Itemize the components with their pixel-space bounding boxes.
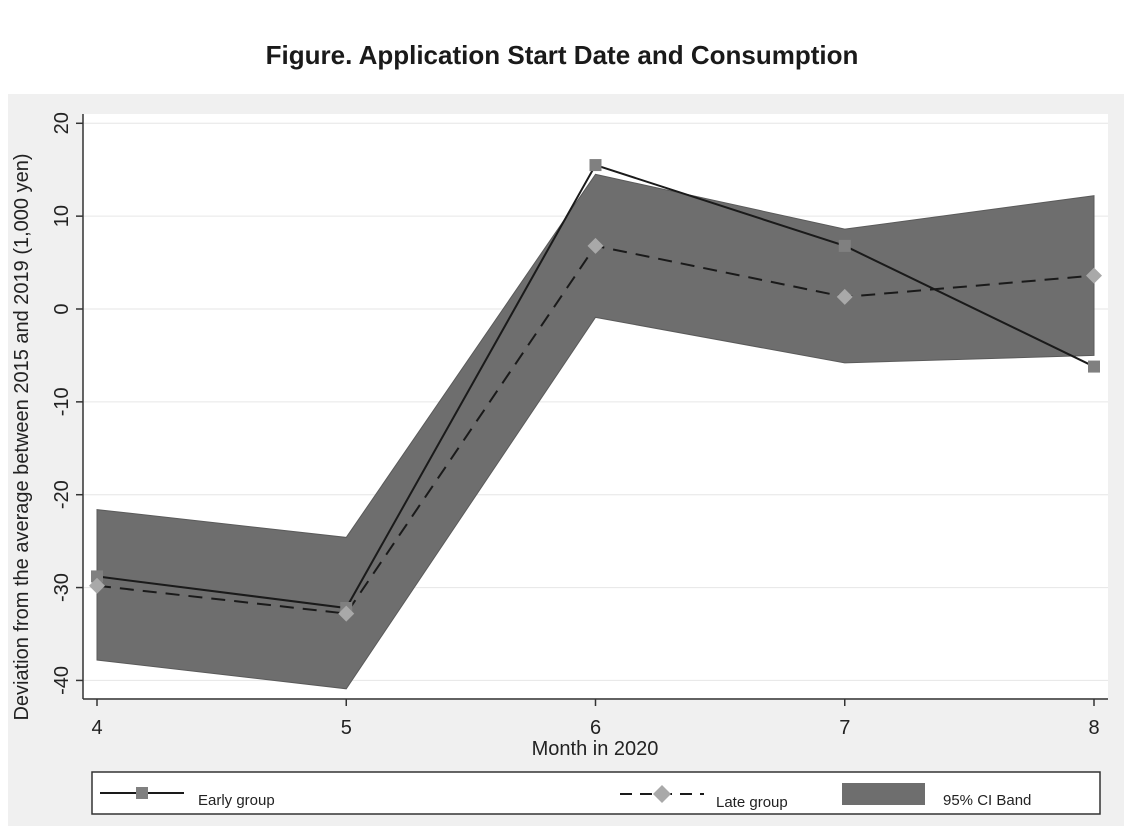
late-group-point — [338, 605, 355, 622]
x-tick-label: 4 — [91, 717, 102, 739]
y-tick-label: -30 — [51, 573, 73, 602]
y-tick-label: 10 — [51, 205, 73, 227]
legend: Early group Late group 95% CI Band — [91, 771, 1101, 815]
legend-late-marker — [653, 785, 671, 803]
early-group-point — [1088, 360, 1100, 373]
x-tick-label: 7 — [839, 717, 850, 739]
legend-late-label: Late group — [716, 794, 788, 811]
chart-container: 20 10 0 -10 -20 -30 -40 4 5 6 7 8 Month in 2020 De… — [8, 94, 1124, 826]
legend-early-marker — [136, 787, 148, 799]
early-group-point — [838, 239, 851, 252]
legend-band-swatch — [842, 783, 925, 805]
legend-early-label: Early group — [198, 792, 275, 809]
early-group-point — [91, 570, 103, 583]
early-group-point — [589, 159, 602, 172]
late-group-point — [836, 288, 853, 305]
legend-box — [91, 771, 1101, 815]
x-tick-label: 6 — [590, 717, 601, 739]
x-tick-label: 8 — [1088, 717, 1099, 739]
y-tick-label: 20 — [51, 112, 73, 134]
y-axis-title: Deviation from the average between 2015 … — [11, 153, 33, 720]
legend-band-label: 95% CI Band — [943, 792, 1031, 809]
late-group-point — [587, 237, 604, 254]
x-axis-title: Month in 2020 — [532, 738, 659, 760]
y-tick-label: -10 — [51, 387, 73, 416]
y-tick-label: -20 — [51, 480, 73, 509]
x-tick-label: 5 — [341, 717, 352, 739]
late-group-point — [1086, 267, 1102, 284]
late-group-point — [89, 577, 105, 594]
y-tick-label: -40 — [51, 666, 73, 695]
figure-title: Figure. Application Start Date and Consu… — [265, 40, 859, 70]
line-chart: 20 10 0 -10 -20 -30 -40 4 5 6 7 8 Month in 2020 De… — [11, 112, 1108, 815]
y-tick-label: 0 — [51, 303, 73, 314]
